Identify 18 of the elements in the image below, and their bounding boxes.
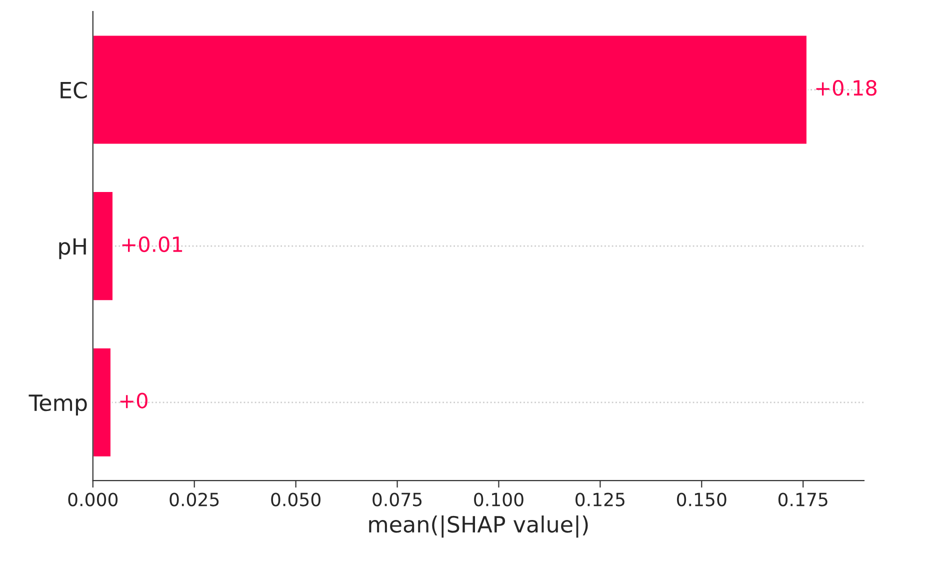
- x-axis-title: mean(|SHAP value|): [369, 515, 588, 538]
- data-label: +0.18: [816, 80, 877, 96]
- data-label: +0: [120, 392, 148, 408]
- x-tick-label: 0.125: [576, 492, 624, 506]
- bar: [92, 346, 112, 458]
- data-label: +0.01: [122, 236, 182, 252]
- x-tick-label: 0.100: [474, 492, 524, 506]
- x-tick-label: 0.050: [271, 492, 320, 506]
- y-tick-label: pH: [59, 238, 86, 260]
- x-tick-label: 0.150: [676, 492, 726, 506]
- bar: [92, 190, 114, 302]
- y-tick-label: Temp: [28, 394, 87, 416]
- x-tick-label: 0.000: [68, 492, 118, 506]
- x-tick-label: 0.075: [372, 492, 422, 506]
- x-tick-label: 0.175: [778, 492, 828, 506]
- bar: [92, 34, 808, 146]
- y-tick-label: EC: [60, 82, 87, 99]
- x-tick-label: 0.025: [170, 492, 219, 506]
